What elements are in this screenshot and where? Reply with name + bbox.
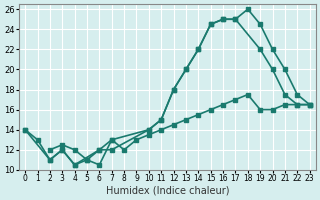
X-axis label: Humidex (Indice chaleur): Humidex (Indice chaleur) [106,186,229,196]
